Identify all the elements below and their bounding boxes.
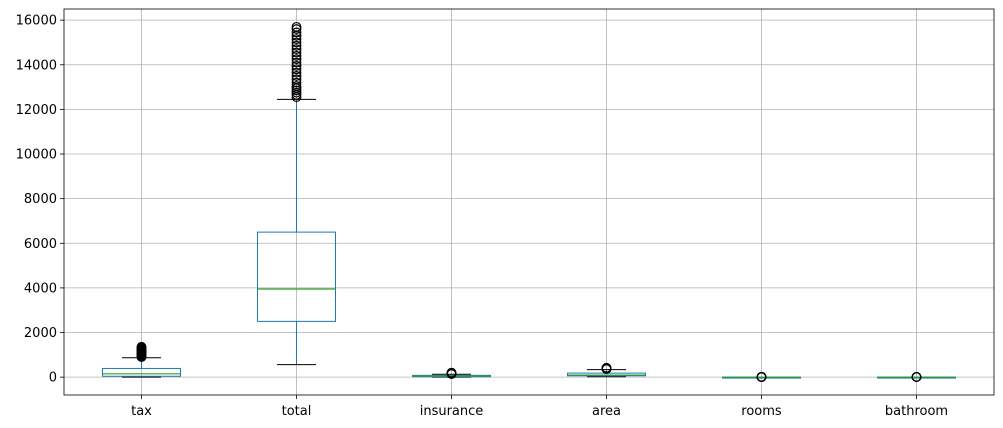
outlier-point [291,47,302,58]
outlier-point [291,27,302,38]
x-axis: tax total insurance area rooms bathroom [131,395,948,419]
outlier-point [291,77,302,88]
outlier-point [291,71,302,81]
iqr-box [102,367,181,377]
outlier-point [291,60,302,71]
plot-area-frame [63,8,995,396]
box-series [102,21,956,382]
y-axis: 0 2000 4000 6000 8000 10000 12000 14000 16000 [16,14,64,386]
outlier-point [601,362,612,373]
box-area [567,362,646,378]
x-tick-label: bathroom [885,404,948,419]
outlier-point [291,74,302,85]
x-tick-label: tax [131,404,152,419]
y-tick-label: 10000 [16,148,57,163]
outlier-point [911,372,922,382]
y-tick-label: 8000 [24,192,57,207]
outlier-point [291,54,302,65]
outlier-point [291,67,302,78]
box-bathroom [877,372,956,382]
outlier-point [291,57,302,68]
y-tick-label: 6000 [24,237,57,252]
box-total [257,21,336,366]
outlier-point [446,367,457,378]
x-tick-label: insurance [420,404,484,419]
y-tick-label: 12000 [16,103,57,118]
box-tax [102,341,181,378]
outlier-point [291,44,302,55]
y-tick-label: 4000 [24,281,57,296]
x-tick-label: total [282,404,312,419]
outlier-point [291,34,302,45]
outlier-point [291,37,302,48]
iqr-box [257,231,336,322]
y-tick-label: 2000 [24,326,57,341]
outlier-point [291,81,302,91]
outlier-point [291,21,302,32]
outlier-point [756,372,767,382]
box-insurance [412,367,491,379]
outlier-point [136,341,147,352]
outlier-point [291,50,302,61]
box-rooms [722,372,801,382]
x-tick-label: area [592,404,621,419]
y-tick-label: 16000 [16,14,57,29]
x-tick-label: rooms [741,404,782,419]
outlier-point [291,64,302,75]
y-tick-label: 0 [49,371,57,386]
grid-lines [64,9,994,395]
y-tick-label: 14000 [16,58,57,73]
outlier-point [291,40,302,51]
